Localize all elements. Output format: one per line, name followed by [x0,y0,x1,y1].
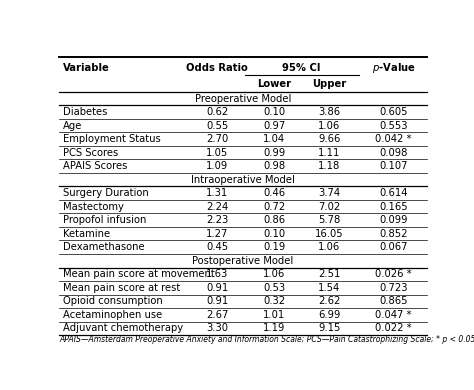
Text: 0.026 *: 0.026 * [375,269,412,279]
Text: 2.51: 2.51 [318,269,340,279]
Text: 1.09: 1.09 [206,161,228,171]
Text: Mean pain score at movement: Mean pain score at movement [63,269,215,279]
Text: 0.553: 0.553 [379,121,408,131]
Text: 0.98: 0.98 [263,161,285,171]
Text: Propofol infusion: Propofol infusion [63,215,146,225]
Text: 0.99: 0.99 [263,148,285,158]
Text: Adjuvant chemotherapy: Adjuvant chemotherapy [63,323,183,333]
Text: 3.86: 3.86 [318,107,340,117]
Text: 1.54: 1.54 [318,283,340,293]
Text: 0.46: 0.46 [263,188,285,198]
Text: 1.27: 1.27 [206,229,228,239]
Text: Variable: Variable [63,63,109,73]
Text: Employment Status: Employment Status [63,134,161,144]
Text: 0.86: 0.86 [263,215,285,225]
Text: 0.91: 0.91 [206,296,228,306]
Text: Diabetes: Diabetes [63,107,107,117]
Text: Lower: Lower [257,79,291,89]
Text: Intraoperative Model: Intraoperative Model [191,175,295,185]
Text: 1.06: 1.06 [318,121,340,131]
Text: Age: Age [63,121,82,131]
Text: Acetaminophen use: Acetaminophen use [63,310,162,320]
Text: APAIS—Amsterdam Preoperative Anxiety and Information Scale; PCS—Pain Catastrophi: APAIS—Amsterdam Preoperative Anxiety and… [59,335,474,344]
Text: APAIS Scores: APAIS Scores [63,161,128,171]
Text: 0.53: 0.53 [263,283,285,293]
Text: 1.18: 1.18 [318,161,340,171]
Text: 9.66: 9.66 [318,134,340,144]
Text: Ketamine: Ketamine [63,229,110,239]
Text: 1.01: 1.01 [263,310,285,320]
Text: 1.06: 1.06 [318,242,340,252]
Text: 0.098: 0.098 [379,148,408,158]
Text: 3.74: 3.74 [318,188,340,198]
Text: 5.78: 5.78 [318,215,340,225]
Text: 1.06: 1.06 [263,269,285,279]
Text: 9.15: 9.15 [318,323,340,333]
Text: 0.605: 0.605 [379,107,408,117]
Text: 1.11: 1.11 [318,148,340,158]
Text: 0.10: 0.10 [263,229,285,239]
Text: Postoperative Model: Postoperative Model [192,256,293,266]
Text: 0.72: 0.72 [263,202,285,212]
Text: 6.99: 6.99 [318,310,340,320]
Text: 1.05: 1.05 [206,148,228,158]
Text: 0.19: 0.19 [263,242,285,252]
Text: 0.047 *: 0.047 * [375,310,412,320]
Text: 95% CI: 95% CI [283,63,321,73]
Text: Preoperative Model: Preoperative Model [195,94,291,104]
Text: 0.55: 0.55 [206,121,228,131]
Text: 0.165: 0.165 [379,202,408,212]
Text: 0.865: 0.865 [379,296,408,306]
Text: 1.04: 1.04 [263,134,285,144]
Text: 3.30: 3.30 [206,323,228,333]
Text: 0.45: 0.45 [206,242,228,252]
Text: 2.23: 2.23 [206,215,228,225]
Text: 0.97: 0.97 [263,121,285,131]
Text: 7.02: 7.02 [318,202,340,212]
Text: 2.70: 2.70 [206,134,228,144]
Text: $p$-Value: $p$-Value [372,61,415,74]
Text: 0.022 *: 0.022 * [375,323,412,333]
Text: 0.067: 0.067 [379,242,408,252]
Text: 0.10: 0.10 [263,107,285,117]
Text: 16.05: 16.05 [315,229,344,239]
Text: Odds Ratio: Odds Ratio [186,63,248,73]
Text: 0.62: 0.62 [206,107,228,117]
Text: Upper: Upper [312,79,346,89]
Text: 1.63: 1.63 [206,269,228,279]
Text: 0.614: 0.614 [379,188,408,198]
Text: Mean pain score at rest: Mean pain score at rest [63,283,180,293]
Text: PCS Scores: PCS Scores [63,148,118,158]
Text: 0.099: 0.099 [379,215,408,225]
Text: 0.32: 0.32 [263,296,285,306]
Text: 1.19: 1.19 [263,323,285,333]
Text: Opioid consumption: Opioid consumption [63,296,163,306]
Text: Surgery Duration: Surgery Duration [63,188,149,198]
Text: 2.62: 2.62 [318,296,340,306]
Text: Mastectomy: Mastectomy [63,202,124,212]
Text: 0.91: 0.91 [206,283,228,293]
Text: Dexamethasone: Dexamethasone [63,242,145,252]
Text: 1.31: 1.31 [206,188,228,198]
Text: 0.042 *: 0.042 * [375,134,412,144]
Text: 0.723: 0.723 [379,283,408,293]
Text: 0.107: 0.107 [379,161,408,171]
Text: 2.24: 2.24 [206,202,228,212]
Text: 0.852: 0.852 [379,229,408,239]
Text: 2.67: 2.67 [206,310,228,320]
